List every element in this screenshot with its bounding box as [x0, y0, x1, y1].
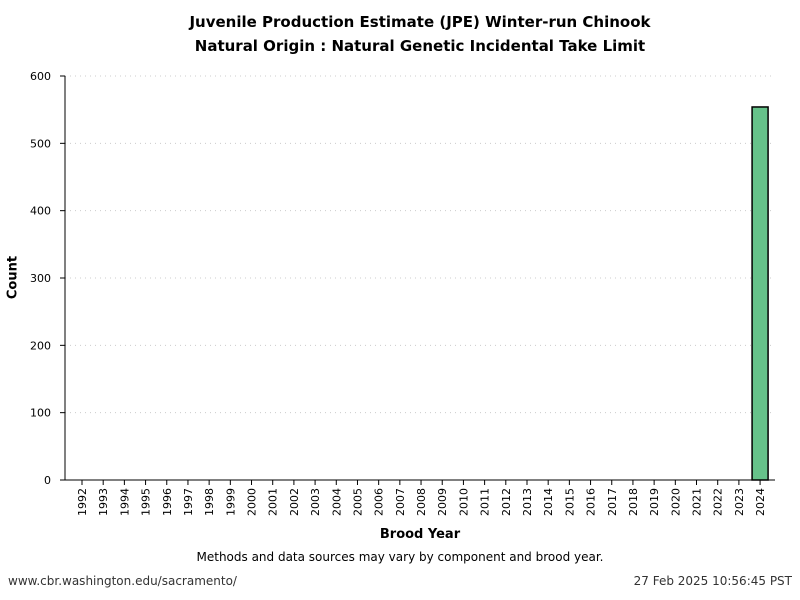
x-tick-label: 2005 — [351, 488, 364, 516]
x-tick-label: 1993 — [97, 488, 110, 516]
x-tick-label: 2007 — [394, 488, 407, 516]
x-tick-label: 2001 — [267, 488, 280, 516]
x-tick-label: 2012 — [500, 488, 513, 516]
x-tick-label: 1999 — [224, 488, 237, 516]
y-tick-label: 600 — [30, 70, 51, 83]
x-tick-label: 1995 — [140, 488, 153, 516]
x-tick-label: 2022 — [712, 488, 725, 516]
bar-2024 — [751, 106, 769, 481]
y-axis-label: Count — [5, 255, 21, 300]
chart-title-line2: Natural Origin : Natural Genetic Inciden… — [194, 37, 646, 55]
x-tick-label: 2008 — [415, 488, 428, 516]
x-tick-label: 2009 — [436, 488, 449, 516]
methods-note: Methods and data sources may vary by com… — [196, 550, 604, 564]
y-tick-label: 100 — [30, 407, 51, 420]
x-axis-label: Brood Year — [379, 527, 461, 542]
timestamp: 27 Feb 2025 10:56:45 PST — [633, 574, 792, 588]
y-tick-label: 400 — [30, 205, 51, 218]
x-tick-label: 2003 — [309, 488, 322, 516]
source-url[interactable]: www.cbr.washington.edu/sacramento/ — [8, 574, 237, 588]
x-tick-label: 1998 — [203, 488, 216, 516]
chart-title-line1: Juvenile Production Estimate (JPE) Winte… — [189, 13, 651, 31]
x-tick-label: 2014 — [542, 488, 555, 516]
x-tick-label: 1997 — [182, 488, 195, 516]
x-tick-label: 2002 — [288, 488, 301, 516]
x-tick-label: 2023 — [733, 488, 746, 516]
y-tick-label: 500 — [30, 137, 51, 150]
x-tick-label: 1996 — [161, 488, 174, 516]
x-tick-label: 2011 — [479, 488, 492, 516]
x-tick-label: 2013 — [521, 488, 534, 516]
x-tick-label: 2016 — [585, 488, 598, 516]
x-tick-label: 2021 — [691, 488, 704, 516]
x-tick-label: 2000 — [246, 488, 259, 516]
y-tick-label: 300 — [30, 272, 51, 285]
x-tick-label: 2024 — [754, 488, 767, 516]
y-tick-label: 200 — [30, 339, 51, 352]
x-tick-label: 2015 — [563, 488, 576, 516]
x-tick-label: 2010 — [457, 488, 470, 516]
x-tick-label: 2004 — [330, 488, 343, 516]
x-tick-label: 2017 — [606, 488, 619, 516]
x-tick-label: 2018 — [627, 488, 640, 516]
y-tick-label: 0 — [44, 474, 51, 487]
x-tick-label: 2020 — [669, 488, 682, 516]
x-tick-label: 2019 — [648, 488, 661, 516]
x-tick-label: 2006 — [373, 488, 386, 516]
x-tick-label: 1992 — [76, 488, 89, 516]
x-tick-label: 1994 — [118, 488, 131, 516]
